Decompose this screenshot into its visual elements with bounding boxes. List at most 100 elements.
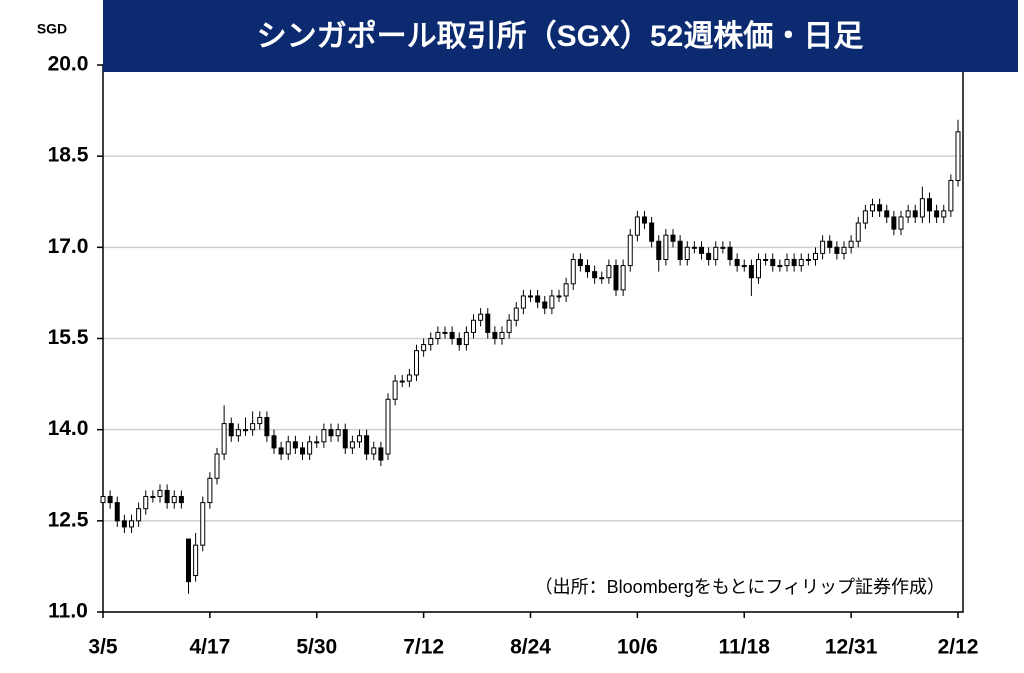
candle-body [257,417,263,425]
candle-body [271,435,277,449]
candle-body [620,265,626,291]
source-note: （出所：Bloombergをもとにフィリップ証券作成） [535,577,945,597]
candle-body [870,204,875,212]
chart-title: シンガポール取引所（SGX）52週株価・日足 [257,19,864,53]
candle-body [549,295,555,309]
candle-body [371,447,377,455]
candle-body [335,429,341,437]
y-tick-label: 20.0 [48,53,89,76]
candle-body [406,374,412,382]
candle-body [528,295,533,298]
candle-body [748,265,754,279]
candle-body [471,319,476,333]
candle-body [285,441,291,455]
x-tick-label: 4/17 [189,636,230,659]
candle-body [150,496,156,499]
candle-body [663,234,669,260]
candle-body [649,222,655,242]
y-tick-label: 18.5 [48,144,89,167]
candle-body [342,429,348,449]
x-tick-label: 3/5 [88,636,118,659]
candle-body [428,338,434,346]
candle-body [364,435,370,455]
candle-body [378,447,384,461]
candle-body [784,258,790,267]
candle-body [520,295,526,309]
candle-body [570,258,576,285]
candle-body [556,295,562,298]
y-tick-label: 15.5 [48,326,89,349]
candle-body [121,520,127,528]
candle-body [513,307,519,321]
x-tick-label: 10/6 [617,636,658,659]
candle-body [250,423,256,431]
candle-body [912,210,918,218]
candle-body [136,508,142,522]
candle-body [499,331,505,339]
candle-body [193,544,199,577]
candle-body [684,246,690,260]
candle-body [264,417,270,437]
candle-body [314,441,320,444]
x-tick-label: 7/12 [403,636,444,659]
candle-body [770,258,776,267]
candle-body [164,489,170,504]
candle-body [563,283,569,297]
y-tick-label: 11.0 [48,600,88,623]
candle-body [955,131,961,181]
candle-body [841,246,847,254]
candle-body [535,295,541,303]
candle-body [577,258,583,267]
candle-body [884,210,890,218]
candle-body [606,265,612,279]
candle-body [207,477,213,504]
candle-body [670,234,676,242]
x-tick-label: 8/24 [510,636,551,659]
candle-body [321,429,327,443]
candle-body [385,398,391,455]
candle-body [734,258,740,267]
candle-body [592,271,598,279]
candle-body [827,240,833,248]
candle-body [243,429,248,432]
candle-body [421,344,427,352]
y-unit: SGD [37,21,67,37]
candle-body [300,447,305,455]
candle-body [948,179,954,212]
candle-body [791,258,797,267]
candle-body [691,246,697,249]
candle-body [741,265,747,268]
candle-body [627,234,633,267]
candle-body [221,423,227,455]
candle-body [278,447,284,455]
candle-body [805,258,811,261]
candle-body [756,258,761,279]
candle-body [798,258,804,267]
candle-body [820,240,826,254]
candle-body [542,301,548,309]
candle-body [862,210,868,224]
candle-body [656,240,662,260]
candle-body [478,313,484,321]
candle-body [699,246,704,254]
candle-body [435,331,441,339]
candle-body [143,496,149,510]
candle-body [200,502,206,546]
candle-body [677,240,683,260]
candle-body [634,216,640,236]
candle-body [186,538,191,583]
candle-body [414,350,419,376]
candle-body [399,380,405,383]
candle-body [599,277,605,280]
candle-body [905,210,911,218]
candle-body [713,246,719,260]
x-tick-label: 5/30 [296,636,337,659]
candle-body [855,222,861,242]
candle-body [392,380,398,400]
candle-body [777,265,783,268]
y-tick-label: 14.0 [48,417,89,440]
candle-body [485,313,491,333]
candle-body [727,246,733,260]
candle-body [463,331,469,346]
